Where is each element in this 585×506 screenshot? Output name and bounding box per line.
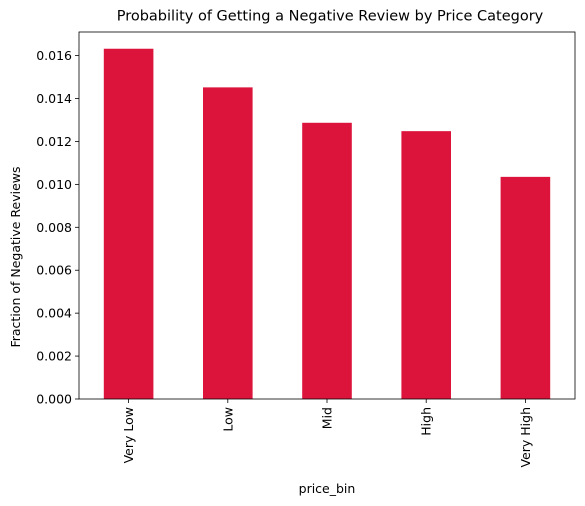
x-tick-label: Mid <box>320 407 335 429</box>
y-axis-title: Fraction of Negative Reviews <box>8 166 23 347</box>
plot-frame <box>78 31 576 400</box>
chart-title: Probability of Getting a Negative Review… <box>117 9 544 25</box>
x-tick-label: High <box>419 407 434 436</box>
bar-high <box>401 131 451 399</box>
x-tick-label: Very Low <box>121 407 136 463</box>
y-tick-label: 0.004 <box>36 306 72 321</box>
x-tick-label: Low <box>220 407 235 432</box>
y-tick-label: 0.012 <box>36 134 72 149</box>
bar-very-high <box>500 176 551 399</box>
bar-mid <box>302 122 352 399</box>
y-tick-label: 0.008 <box>36 220 72 235</box>
bars-group <box>103 48 551 399</box>
x-axis-ticks: Very Low Low Mid High Very High <box>121 399 533 468</box>
bar-low <box>203 87 253 399</box>
y-tick-label: 0.002 <box>36 349 72 364</box>
y-axis-ticks: 0.000 0.002 0.004 0.006 0.008 0.010 0.012 0.014… <box>36 48 79 407</box>
bar-very-low <box>103 48 154 399</box>
y-tick-label: 0.000 <box>36 392 72 407</box>
y-tick-label: 0.006 <box>36 263 72 278</box>
x-axis-title: price_bin <box>299 481 356 496</box>
y-tick-label: 0.014 <box>36 91 72 106</box>
y-tick-label: 0.016 <box>36 48 72 63</box>
y-tick-label: 0.010 <box>36 177 72 192</box>
x-tick-label: Very High <box>518 407 533 468</box>
